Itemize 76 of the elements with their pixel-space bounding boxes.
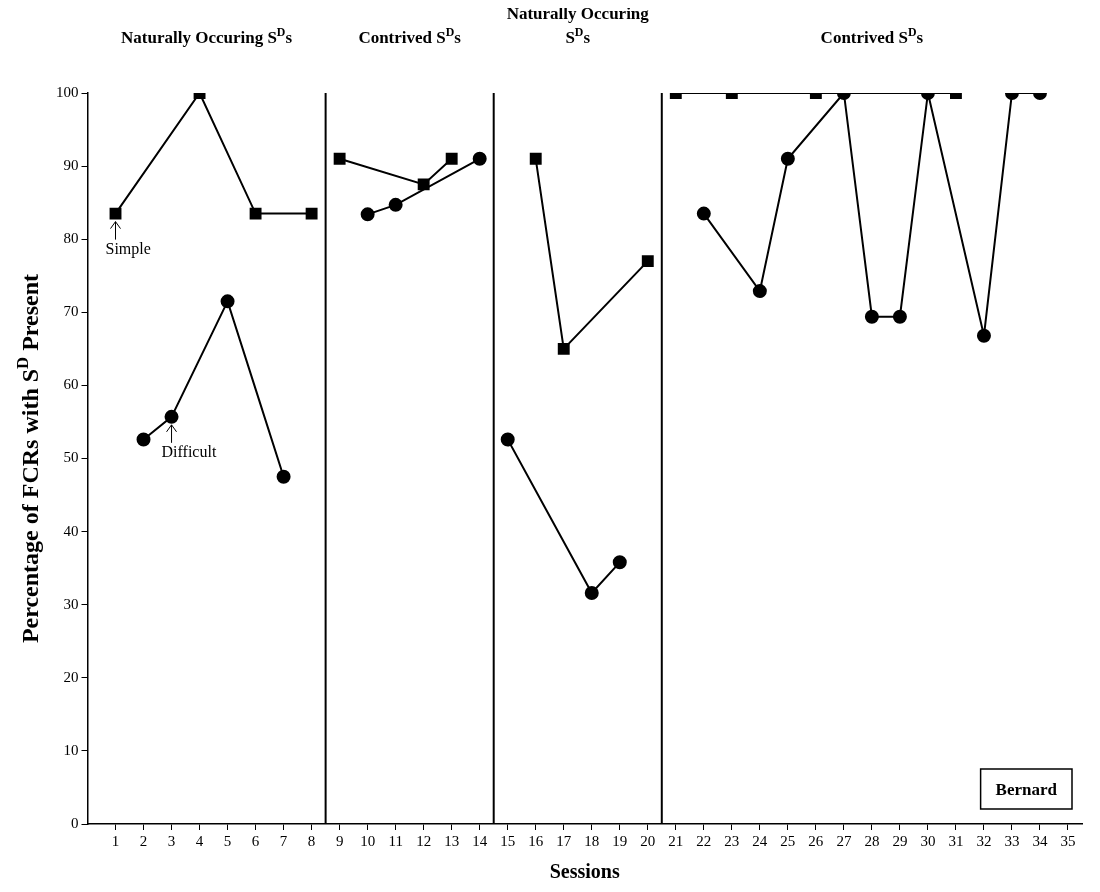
point — [864, 309, 879, 324]
x-tick-label: 6 — [251, 832, 260, 849]
annotation: Difficult — [161, 443, 217, 461]
x-tick-label: 16 — [528, 832, 544, 849]
x-tick-label: 15 — [500, 832, 516, 849]
point — [249, 207, 262, 220]
point — [417, 178, 430, 191]
point — [641, 255, 654, 268]
x-tick-label: 12 — [416, 832, 432, 849]
y-tick-label: 100 — [56, 83, 79, 100]
point — [305, 207, 318, 220]
annotation: Bernard — [995, 780, 1058, 799]
x-axis-title: Sessions — [549, 860, 620, 882]
x-tick-label: 23 — [724, 832, 740, 849]
x-tick-label: 34 — [1032, 832, 1048, 849]
point — [557, 342, 570, 355]
x-tick-label: 7 — [279, 832, 288, 849]
y-tick-label: 60 — [63, 376, 79, 393]
x-tick-label: 3 — [167, 832, 176, 849]
point — [612, 555, 627, 570]
x-tick-label: 32 — [976, 832, 992, 849]
point — [445, 152, 458, 165]
y-tick-label: 40 — [63, 522, 79, 539]
x-tick-label: 18 — [584, 832, 600, 849]
point — [529, 152, 542, 165]
x-tick-label: 22 — [696, 832, 712, 849]
x-tick-label: 20 — [640, 832, 656, 849]
point — [388, 197, 403, 212]
x-tick-label: 2 — [139, 832, 148, 849]
x-tick-label: 19 — [612, 832, 628, 849]
x-tick-label: 11 — [388, 832, 403, 849]
y-tick-label: 20 — [63, 668, 79, 685]
x-tick-label: 26 — [808, 832, 824, 849]
point — [220, 294, 235, 309]
y-tick-label: 10 — [63, 741, 79, 758]
x-tick-label: 29 — [892, 832, 908, 849]
x-tick-label: 8 — [307, 832, 316, 849]
y-tick-label: 30 — [63, 595, 79, 612]
y-tick-label: 70 — [63, 303, 79, 320]
y-tick-label: 0 — [71, 814, 79, 831]
x-tick-label: 33 — [1004, 832, 1020, 849]
x-tick-label: 4 — [195, 832, 204, 849]
point — [780, 151, 795, 166]
x-tick-label: 31 — [948, 832, 964, 849]
x-tick-label: 1 — [111, 832, 120, 849]
x-tick-label: 13 — [444, 832, 460, 849]
point — [136, 432, 151, 447]
x-tick-label: 9 — [335, 832, 344, 849]
point — [333, 152, 346, 165]
y-tick-label: 80 — [63, 230, 79, 247]
x-tick-label: 24 — [752, 832, 768, 849]
point — [500, 432, 515, 447]
point — [109, 207, 122, 220]
x-tick-label: 35 — [1060, 832, 1076, 849]
x-tick-label: 5 — [223, 832, 232, 849]
y-tick-label: 50 — [63, 449, 79, 466]
point — [164, 409, 179, 424]
point — [276, 469, 291, 484]
x-tick-label: 27 — [836, 832, 852, 849]
point — [584, 586, 599, 600]
point — [472, 151, 487, 166]
x-tick-label: 21 — [668, 832, 684, 849]
annotation: Simple — [105, 239, 151, 258]
x-tick-label: 25 — [780, 832, 796, 849]
point — [892, 309, 907, 324]
y-tick-label: 90 — [63, 157, 79, 174]
point — [696, 206, 711, 221]
point — [360, 207, 375, 222]
y-axis-title: Percentage of FCRs with SD Present — [13, 273, 43, 644]
x-tick-label: 10 — [360, 832, 376, 849]
point — [752, 284, 767, 299]
point — [976, 328, 991, 343]
x-tick-label: 14 — [472, 832, 488, 849]
x-tick-label: 28 — [864, 832, 880, 849]
x-tick-label: 17 — [556, 832, 572, 849]
x-tick-label: 30 — [920, 832, 936, 849]
